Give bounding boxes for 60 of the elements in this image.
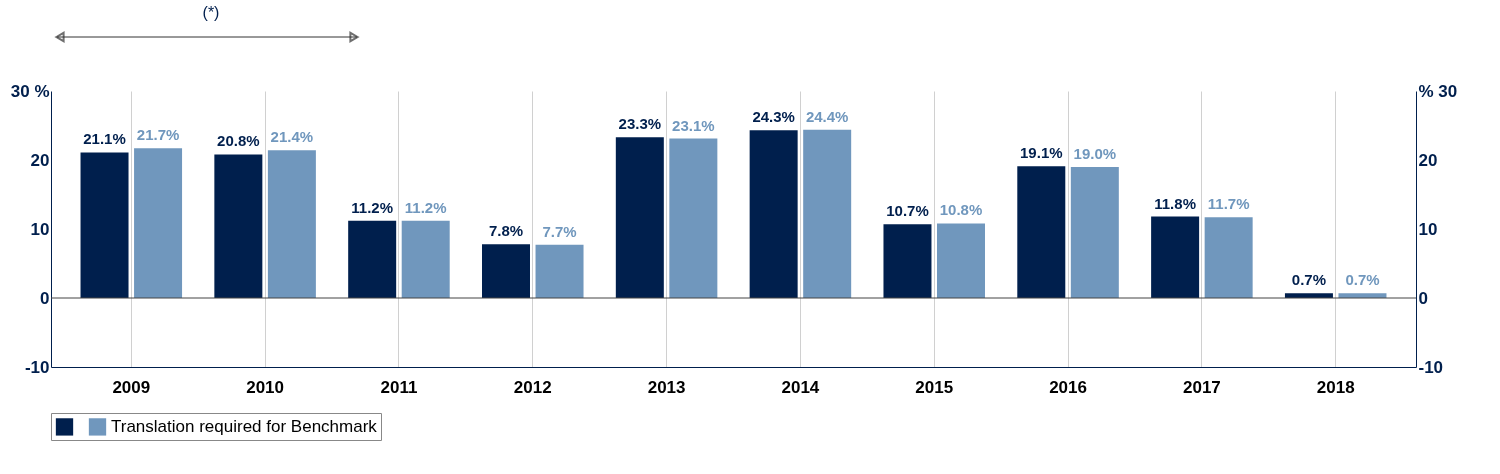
data-label: 7.7% [542, 222, 577, 240]
y-tick-label: -10 [24, 357, 50, 377]
data-label: 20.8% [217, 132, 260, 150]
x-tick-label: 2010 [246, 377, 285, 397]
data-label: 10.8% [939, 201, 983, 219]
x-tick-label: 2017 [1182, 377, 1221, 397]
x-tick-label: 2018 [1316, 377, 1355, 397]
data-label: 11.8% [1154, 194, 1196, 212]
data-label: 11.2% [351, 198, 394, 216]
bar [937, 223, 985, 298]
y2-tick-label: -10 [1418, 357, 1444, 377]
bar [401, 220, 450, 298]
bar [214, 154, 263, 298]
y-tick-label: 30 % [10, 81, 50, 101]
x-tick-label: 2013 [647, 377, 686, 397]
bar [535, 244, 584, 298]
bar [482, 244, 530, 298]
data-label: 21.1% [83, 130, 126, 148]
x-tick-label: 2015 [915, 377, 954, 397]
x-tick-label: 2012 [513, 377, 552, 397]
bar [1204, 217, 1253, 298]
bar [80, 152, 129, 298]
data-label: 11.7% [1207, 195, 1250, 213]
text: (*) [202, 4, 220, 21]
bar [669, 138, 718, 298]
y2-tick-label: % 30 [1418, 81, 1458, 101]
data-label: 21.4% [270, 128, 314, 146]
data-label: 0.7% [1345, 271, 1380, 289]
y2-tick-label: 0 [1418, 288, 1428, 308]
data-label: 21.7% [136, 126, 180, 144]
data-label: 10.7% [886, 202, 929, 220]
data-label: 23.3% [618, 115, 662, 133]
bar [803, 129, 852, 298]
x-tick-label: 2009 [112, 377, 151, 397]
bar [134, 148, 183, 298]
bar [1017, 166, 1066, 298]
bar [267, 150, 316, 298]
data-label: 19.0% [1073, 144, 1117, 162]
bar [749, 130, 798, 298]
y-tick-label: 0 [40, 288, 50, 308]
legend-label: Translation required for Benchmark [111, 416, 378, 436]
data-label: 7.8% [488, 222, 524, 240]
bar [615, 137, 664, 298]
y2-tick-label: 20 [1418, 150, 1438, 170]
bar [1070, 166, 1119, 298]
data-label: 11.2% [404, 198, 447, 216]
data-label: 24.4% [805, 107, 849, 125]
y-tick-label: 10 [30, 219, 50, 239]
bar [348, 220, 397, 298]
x-tick-label: 2011 [380, 377, 418, 397]
data-label: 23.1% [672, 116, 715, 134]
data-label: 24.3% [752, 108, 795, 126]
data-label: 19.1% [1020, 144, 1063, 162]
x-tick-label: 2016 [1049, 377, 1087, 397]
bar [883, 224, 932, 298]
x-tick-label: 2014 [781, 377, 820, 397]
y-tick-label: 20 [30, 150, 50, 170]
data-label: 0.7% [1291, 271, 1327, 289]
bar [1151, 216, 1200, 298]
y2-tick-label: 10 [1418, 219, 1438, 239]
